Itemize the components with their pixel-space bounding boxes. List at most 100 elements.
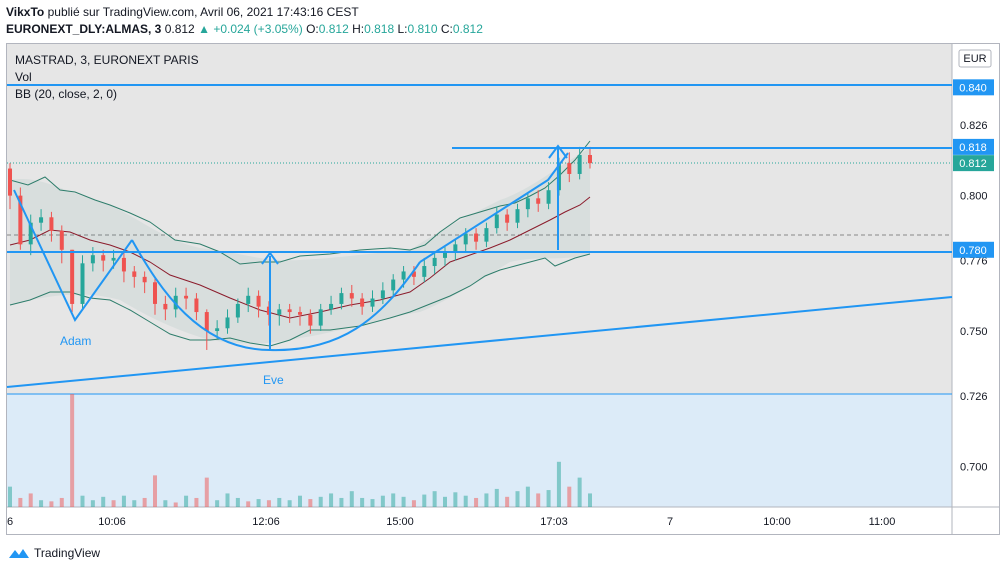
candle — [349, 284, 354, 307]
volume-bar — [536, 493, 541, 507]
candle — [101, 249, 106, 272]
volume-bar — [556, 461, 561, 507]
candle — [80, 255, 85, 310]
candle-body — [546, 190, 551, 204]
volume-bar — [588, 493, 592, 507]
price-tick-label: 0.726 — [960, 391, 988, 403]
volume-bar — [8, 486, 12, 507]
candle-body — [505, 214, 510, 223]
volume-bar — [121, 495, 126, 507]
candle — [184, 287, 189, 310]
volume-bar — [453, 492, 458, 507]
candle — [39, 209, 44, 231]
candle-body — [90, 255, 95, 264]
volume-bar — [370, 499, 375, 507]
price-badge-label: 0.818 — [959, 142, 987, 154]
candle — [59, 225, 64, 264]
candle-body — [153, 282, 157, 304]
chart-title[interactable]: MASTRAD, 3, EURONEXT PARIS — [15, 53, 199, 67]
bb-indicator-label[interactable]: BB (20, close, 2, 0) — [15, 87, 118, 101]
breakout-arrow-head — [548, 144, 568, 159]
low-value: 0.810 — [407, 22, 438, 36]
candle-body — [28, 222, 33, 245]
candle-body — [401, 271, 406, 280]
volume-bar — [266, 500, 271, 507]
candle — [298, 306, 302, 326]
volume-bar — [484, 493, 489, 507]
price-badge: 0.812 — [953, 155, 994, 172]
candle — [142, 271, 147, 294]
chart-frame[interactable] — [6, 43, 1000, 535]
candle — [256, 290, 261, 318]
volume-bar — [90, 500, 95, 507]
candle-body — [49, 217, 54, 231]
volume-bar — [380, 495, 385, 507]
volume-bar — [546, 490, 551, 507]
bb-upper-band — [9, 140, 591, 265]
volume-bar — [411, 500, 416, 507]
candle — [163, 295, 168, 321]
candle-body — [277, 309, 282, 315]
volume-bar — [153, 475, 157, 507]
price-badge-box — [953, 155, 994, 172]
volume-bar — [339, 497, 344, 507]
volume-bar — [318, 496, 323, 507]
candle — [70, 249, 75, 313]
candle — [567, 152, 572, 183]
candle-body — [349, 293, 354, 299]
adam-pattern-line — [13, 189, 133, 322]
volume-bar — [277, 497, 282, 507]
volume-bar — [567, 486, 572, 507]
time-tick-label: 15:00 — [386, 516, 414, 528]
volume-bar — [70, 394, 75, 507]
volume-bar — [432, 491, 437, 507]
high-value: 0.818 — [364, 22, 395, 36]
candle — [505, 209, 510, 231]
candle-body — [577, 155, 582, 174]
volume-bar — [59, 497, 64, 507]
ascending-trendline — [6, 296, 953, 388]
candle-body — [59, 230, 64, 250]
volume-bar — [515, 491, 520, 507]
vol-indicator-label[interactable]: Vol — [15, 70, 32, 84]
candle — [153, 276, 157, 315]
candle-body — [391, 279, 396, 291]
candle-body — [287, 309, 292, 313]
candle-body — [184, 295, 189, 299]
time-tick-label: 10:00 — [763, 516, 791, 528]
candle-body — [225, 317, 230, 329]
footer-brand[interactable]: TradingView — [8, 546, 100, 560]
price-axis-badges: 0.840 0.818 0.812 0.780 — [953, 79, 994, 258]
volume-bar — [360, 497, 365, 507]
candle-body — [80, 263, 85, 304]
last-price: 0.812 — [164, 22, 195, 36]
candle-body — [370, 298, 375, 307]
price-badge: 0.840 — [953, 79, 994, 96]
candle-body — [339, 293, 344, 304]
candle — [536, 190, 541, 212]
candle-body — [39, 217, 44, 223]
time-tick-label: 10:06 — [98, 516, 126, 528]
candle-body — [463, 233, 468, 245]
candle-body — [121, 257, 126, 272]
author-name[interactable]: VikxTo — [6, 5, 45, 19]
price-badge: 0.818 — [953, 138, 994, 155]
volume-bar — [142, 497, 147, 507]
candle-body — [215, 328, 220, 332]
volume-bar — [329, 493, 334, 507]
price-tick-label: 0.826 — [960, 120, 988, 132]
breakout-line — [419, 152, 569, 263]
candle — [453, 238, 458, 261]
close-value: 0.812 — [452, 22, 483, 36]
volume-bar — [246, 501, 251, 507]
candle — [28, 214, 33, 256]
candle — [287, 303, 292, 323]
published-text: publié sur TradingView.com, Avril 06, 20… — [47, 5, 359, 19]
volume-bar — [308, 499, 313, 507]
symbol-name: EURONEXT_DLY:ALMAS, 3 — [6, 22, 162, 36]
up-arrow-icon: ▲ — [198, 22, 210, 36]
candle-body — [443, 252, 447, 258]
candle-body — [266, 306, 271, 315]
candle-body — [308, 314, 313, 326]
